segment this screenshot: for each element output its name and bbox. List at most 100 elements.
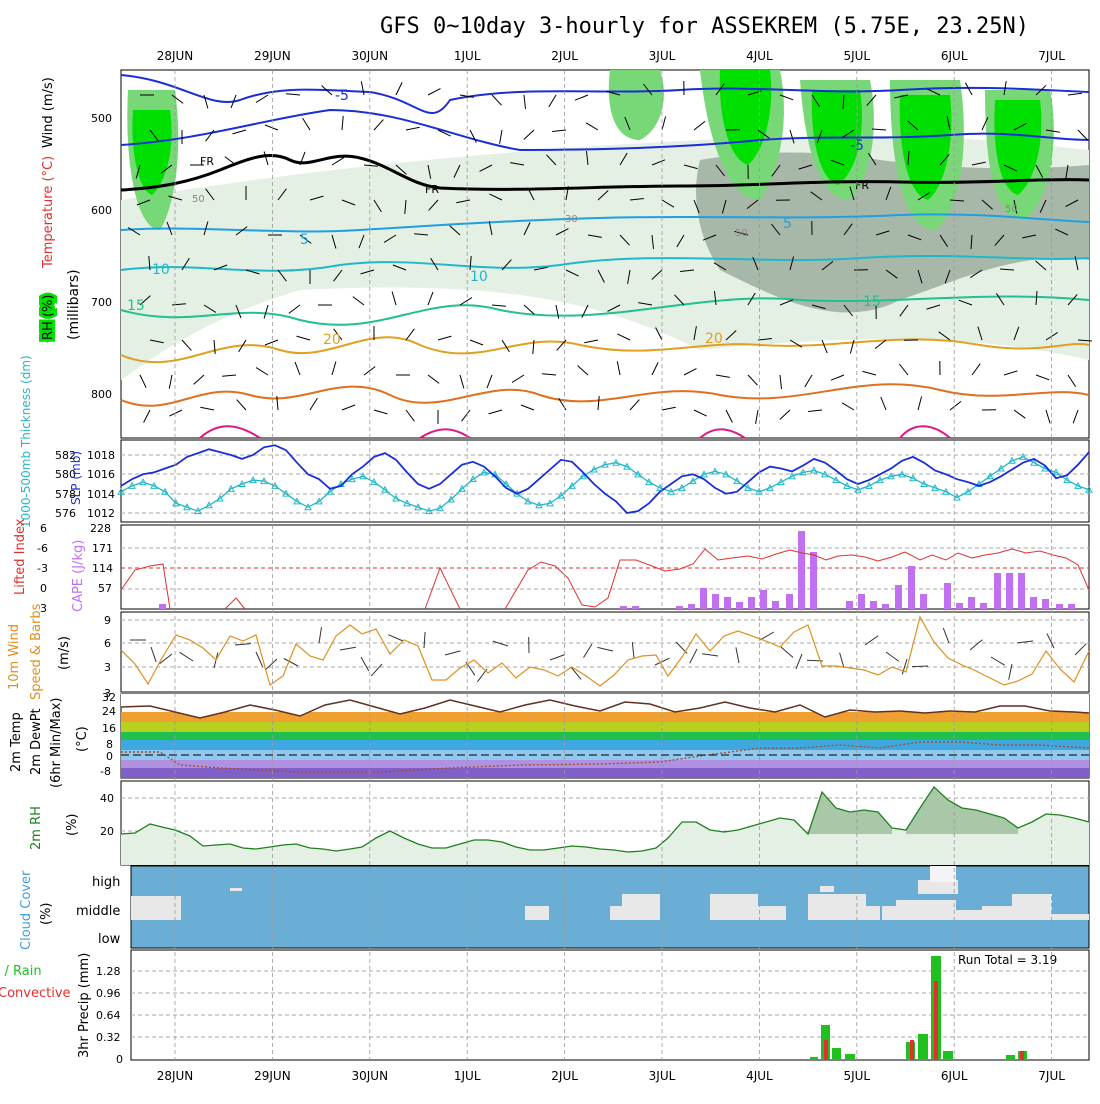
li-tick: 0 — [40, 582, 47, 595]
temp-tick: 0 — [106, 750, 113, 763]
date-label: 1JUL — [454, 49, 481, 63]
contour-label: 15 — [863, 294, 881, 310]
cloud-unit: (%) — [39, 903, 54, 926]
date-label: 6JUL — [941, 1069, 968, 1083]
contour-label: 10 — [152, 262, 170, 278]
rh2m-label: 2m RH — [29, 806, 44, 850]
date-label: 1JUL — [454, 1069, 481, 1083]
cape-tick: 171 — [92, 542, 113, 555]
cape-label: CAPE (J/kg) — [71, 540, 86, 612]
lifted-index-label: Lifted Index — [13, 518, 28, 595]
date-label: 7JUL — [1038, 49, 1065, 63]
contour-label: 20 — [705, 331, 723, 347]
contour-label: 50 — [192, 194, 205, 205]
date-label: 3JUL — [649, 49, 676, 63]
wind-panel: 9 6 3 3 10m Wind Speed & Barbs (m/s) — [7, 603, 1089, 700]
date-label: 2JUL — [551, 1069, 578, 1083]
rh2m-panel: 40 20 2m RH (%) — [29, 781, 1089, 865]
slp-tick: 1016 — [87, 468, 115, 481]
contour-label: 50 — [1005, 204, 1018, 215]
wind10-label: 10m Wind — [7, 624, 22, 690]
slp-tick: 1012 — [87, 507, 115, 520]
contour-label: 5 — [783, 216, 792, 232]
date-label: 4JUL — [746, 49, 773, 63]
temperature-label: Temperature (°C) — [41, 156, 56, 269]
rh2m-tick: 40 — [100, 792, 114, 805]
dewpt2m-label: 2m DewPt — [29, 708, 44, 775]
wind-tick: 6 — [104, 637, 111, 650]
upper-ylabel: (millibars) — [66, 269, 82, 340]
date-label: 4JUL — [746, 1069, 773, 1083]
slp-tick: 1014 — [87, 488, 115, 501]
contour-label: 10 — [470, 269, 488, 285]
precip-tick: 1.28 — [96, 965, 121, 978]
wind-tick: 3 — [104, 661, 111, 674]
rh2m-tick: 20 — [100, 825, 114, 838]
date-label: 29JUN — [254, 49, 291, 63]
cloud-level-low: low — [98, 932, 121, 947]
cloud-label: Cloud Cover — [19, 870, 34, 950]
date-label: 30JUN — [352, 49, 389, 63]
temp-tick: 16 — [102, 722, 116, 735]
contour-label: 50 — [735, 228, 748, 239]
precip-convective-label: Convective — [0, 986, 71, 1001]
thickness-tick: 576 — [55, 507, 76, 520]
rh-label: RH (%) — [41, 295, 56, 340]
temp-unit: (°C) — [75, 726, 90, 752]
li-tick: -6 — [37, 542, 48, 555]
li-tick: 6 — [40, 522, 47, 535]
rh2m-unit: (%) — [65, 814, 80, 837]
precip-tick: 0.64 — [96, 1009, 121, 1022]
cape-panel: -6 -3 0 3 6 228 171 114 57 Lifted Index … — [13, 518, 1089, 615]
contour-label: FR — [425, 183, 439, 196]
cape-tick: 228 — [90, 522, 111, 535]
slp-tick: 1018 — [87, 449, 115, 462]
temp-tick: -8 — [100, 765, 111, 778]
slp-label: SLP (mb) — [69, 451, 83, 505]
y-tick: 600 — [91, 204, 112, 217]
date-label: 29JUN — [254, 1069, 291, 1083]
date-label: 28JUN — [157, 1069, 194, 1083]
precip-panel: 1.28 0.96 0.64 0.32 0 Run Total = 3.19 T… — [0, 950, 1089, 1066]
precip-label: 3hr Precip (mm) — [77, 953, 92, 1058]
contour-label: -5 — [335, 88, 349, 104]
li-tick: -3 — [37, 562, 48, 575]
run-total: Run Total = 3.19 — [958, 953, 1057, 967]
wind10-unit: (m/s) — [57, 636, 72, 670]
date-label: 7JUL — [1038, 1069, 1065, 1083]
upper-air-panel: -5 -5 FR FR FR 5 5 10 10 15 15 20 20 50 … — [41, 70, 1092, 438]
date-label: 6JUL — [941, 49, 968, 63]
date-label: 5JUL — [843, 1069, 870, 1083]
minmax-label: (6hr Min/Max) — [49, 698, 64, 788]
contour-label: 20 — [323, 332, 341, 348]
contour-label: FR — [200, 155, 214, 168]
cape-tick: 57 — [98, 582, 112, 595]
cloud-panel: high middle low Cloud Cover (%) — [19, 866, 1089, 950]
date-label: 2JUL — [551, 49, 578, 63]
contour-label: 15 — [127, 298, 145, 314]
thickness-label: 1000-500mb Thickness (dm) — [19, 355, 33, 528]
wind-label: Wind (m/s) — [41, 77, 56, 148]
cloud-level-high: high — [92, 875, 120, 890]
precip-tick: 0 — [116, 1053, 123, 1066]
temp-panel: 32 24 16 8 0 -8 2m Temp 2m DewPt (6hr Mi… — [9, 691, 1089, 788]
cape-tick: 114 — [92, 562, 113, 575]
contour-label: 30 — [565, 214, 578, 225]
chart-title: GFS 0~10day 3-hourly for ASSEKREM (5.75E… — [380, 14, 1029, 39]
date-label: 3JUL — [649, 1069, 676, 1083]
temp-tick: 32 — [102, 691, 116, 704]
y-tick: 700 — [91, 296, 112, 309]
date-label: 28JUN — [157, 49, 194, 63]
precip-tick: 0.32 — [96, 1031, 121, 1044]
date-label: 30JUN — [352, 1069, 389, 1083]
temp2m-label: 2m Temp — [9, 712, 24, 772]
cloud-level-middle: middle — [76, 904, 120, 919]
wind10-speed-label: Speed & Barbs — [29, 603, 44, 700]
precip-tick: 0.96 — [96, 987, 121, 1000]
contour-label: 5 — [300, 232, 309, 248]
date-label: 5JUL — [843, 49, 870, 63]
precip-total-label: Total / Rain — [0, 964, 42, 979]
y-tick: 800 — [91, 388, 112, 401]
temp-tick: 24 — [102, 705, 116, 718]
